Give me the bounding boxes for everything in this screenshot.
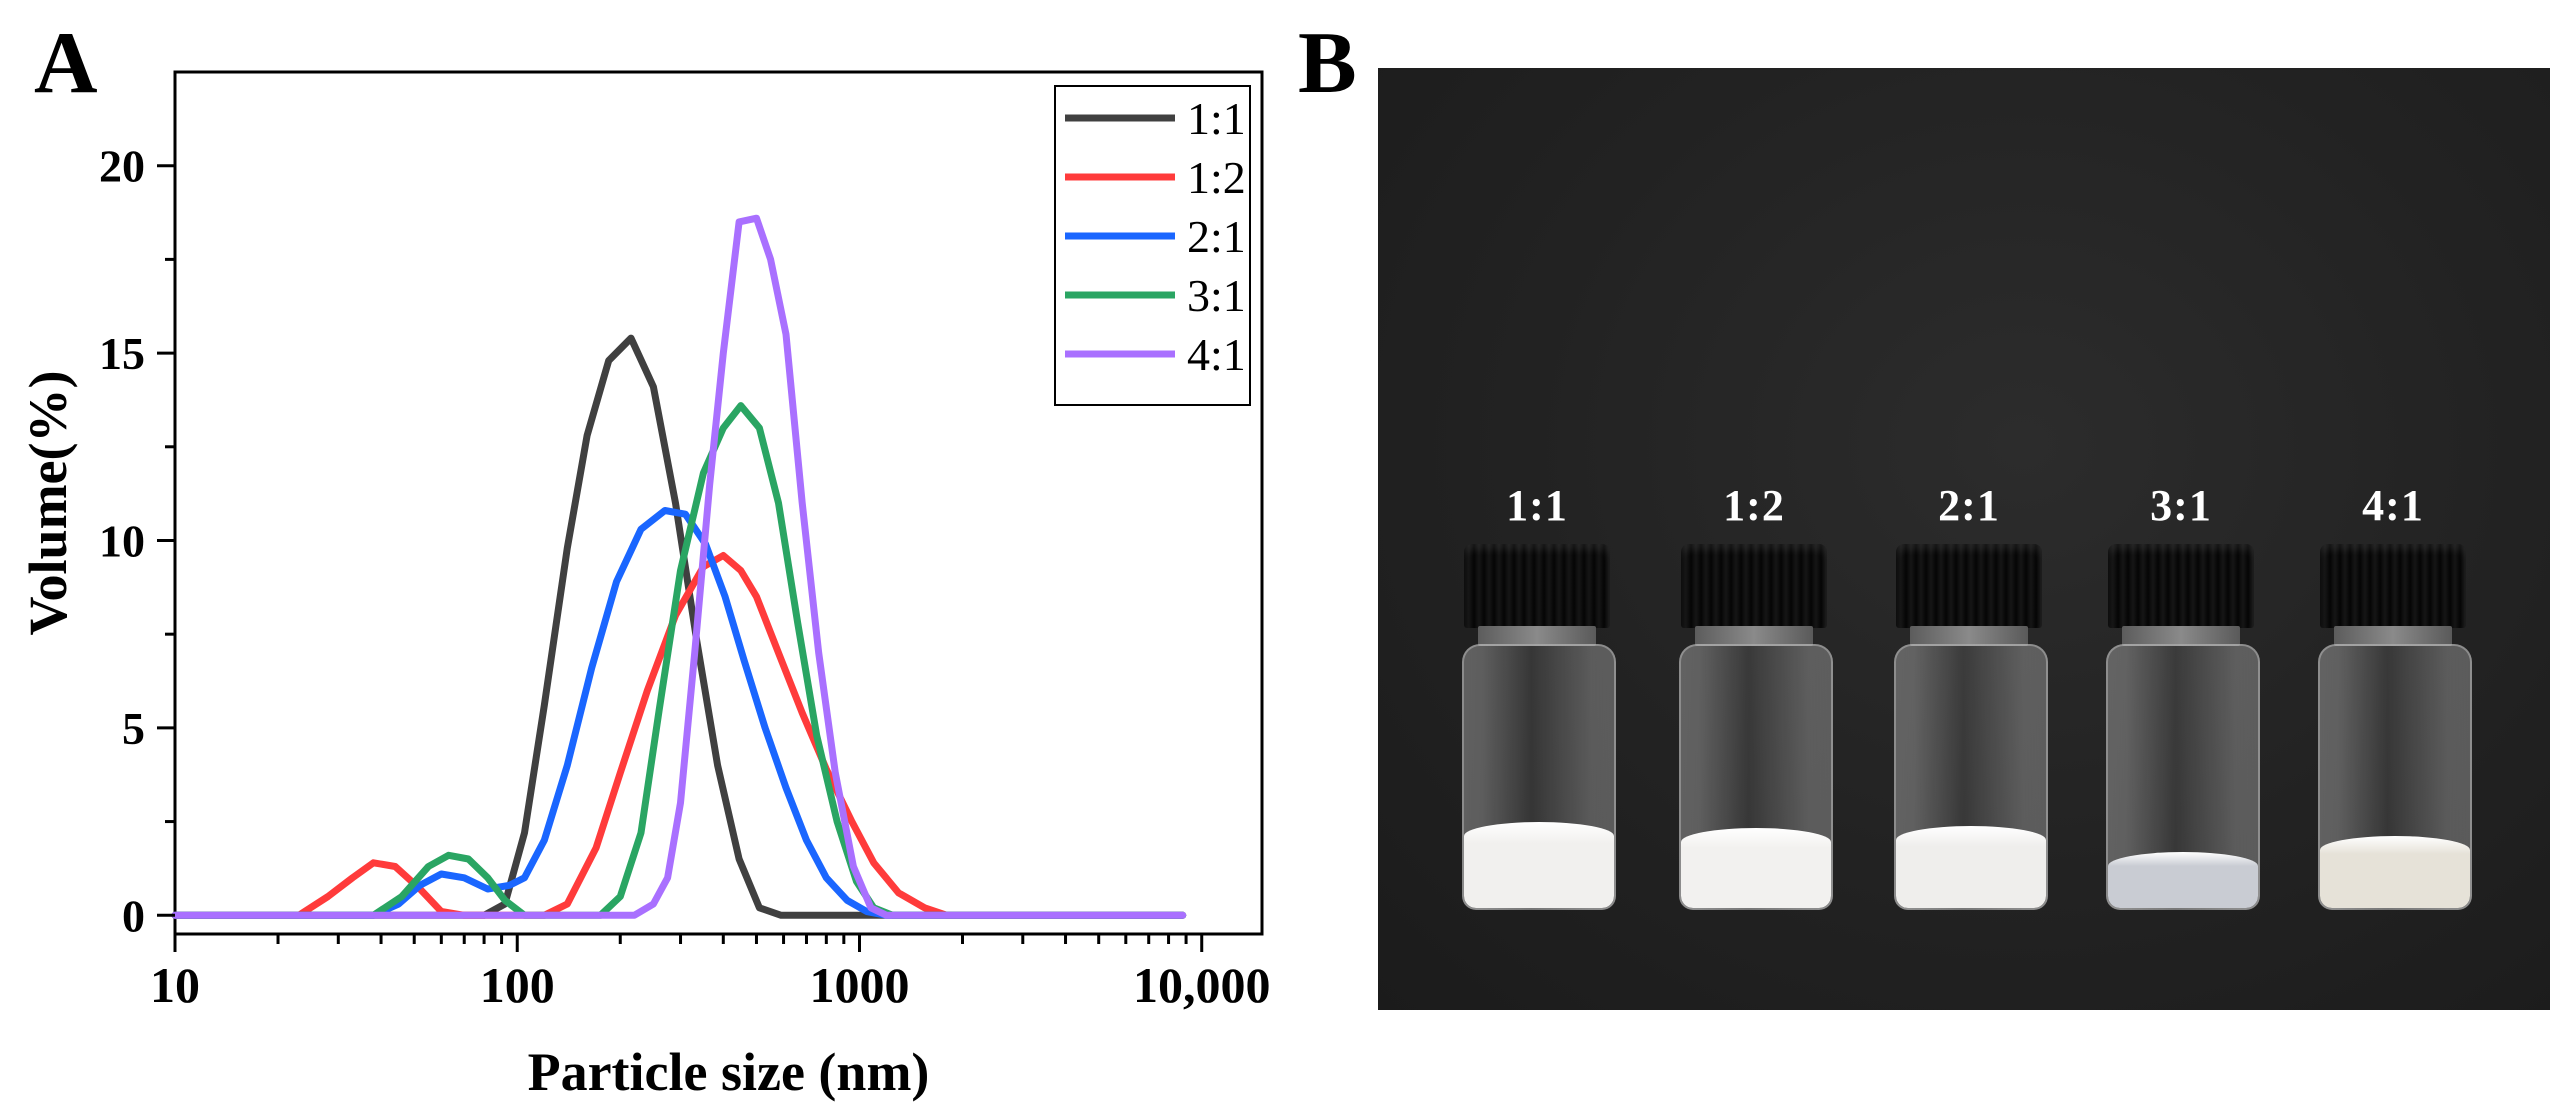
vial-glass	[1894, 644, 2048, 910]
chart-curves	[171, 214, 1187, 919]
vial-cap	[1464, 544, 1610, 628]
vial-label: 2:1	[1938, 481, 2000, 530]
x-tick-label: 10	[150, 957, 200, 1013]
vial-neck	[1478, 626, 1596, 646]
series-line-3:1	[171, 402, 1187, 919]
chart-legend: 1:1 1:2 2:1 3:1 4:1	[1054, 85, 1251, 406]
y-tick-label: 10	[99, 515, 145, 566]
vial-glass	[1679, 644, 1833, 910]
vial-cap	[1896, 544, 2042, 628]
y-axis-title: Volume(%)	[18, 371, 78, 636]
chart-axis-titles: Particle size (nm) Volume(%)	[18, 371, 929, 1103]
vial-cap	[2108, 544, 2254, 628]
panel-a-label: A	[34, 15, 98, 112]
plot-frame	[173, 70, 1264, 936]
x-tick-label: 100	[480, 957, 555, 1013]
legend-label: 1:1	[1187, 93, 1246, 144]
vial-label: 4:1	[2362, 481, 2424, 530]
series-line-2:1	[171, 507, 1187, 919]
x-tick-label: 10,000	[1133, 957, 1271, 1013]
series-line-1:2	[171, 552, 1187, 919]
vial-liquid	[2108, 852, 2258, 908]
vial-glass	[2318, 644, 2472, 910]
vial-neck	[1695, 626, 1813, 646]
legend-label: 4:1	[1187, 329, 1246, 380]
vial-liquid	[1896, 826, 2046, 908]
chart-axes: 10 100 1000 10,000 0 5 10 15 20	[99, 141, 1270, 1013]
x-axis-title: Particle size (nm)	[528, 1042, 930, 1102]
legend-label: 1:2	[1187, 152, 1246, 203]
y-tick-label: 20	[99, 141, 145, 192]
series-line-1:1	[171, 334, 1187, 919]
legend-label: 2:1	[1187, 211, 1246, 262]
panel-b-label: B	[1298, 15, 1357, 112]
vial-cap	[2320, 544, 2466, 628]
series-line-4:1	[171, 214, 1187, 919]
vial-glass	[1462, 644, 1616, 910]
legend-label: 3:1	[1187, 270, 1246, 321]
y-tick-label: 0	[122, 890, 145, 941]
vial-neck	[2122, 626, 2240, 646]
vial-liquid	[1681, 828, 1831, 908]
vial-label: 3:1	[2150, 481, 2212, 530]
vial-label: 1:2	[1723, 481, 1785, 530]
vial-glass	[2106, 644, 2260, 910]
vial-neck	[1910, 626, 2028, 646]
vial-liquid	[1464, 822, 1614, 908]
plot-border	[173, 70, 1264, 936]
vial-liquid	[2320, 836, 2470, 908]
vial-label: 1:1	[1506, 481, 1568, 530]
x-tick-label: 1000	[809, 957, 909, 1013]
vials-photo: 1:1 1:2 2:1 3:1 4:1	[1378, 68, 2550, 1010]
y-tick-label: 15	[99, 328, 145, 379]
vial-cap	[1681, 544, 1827, 628]
vial-neck	[2334, 626, 2452, 646]
y-tick-label: 5	[122, 703, 145, 754]
